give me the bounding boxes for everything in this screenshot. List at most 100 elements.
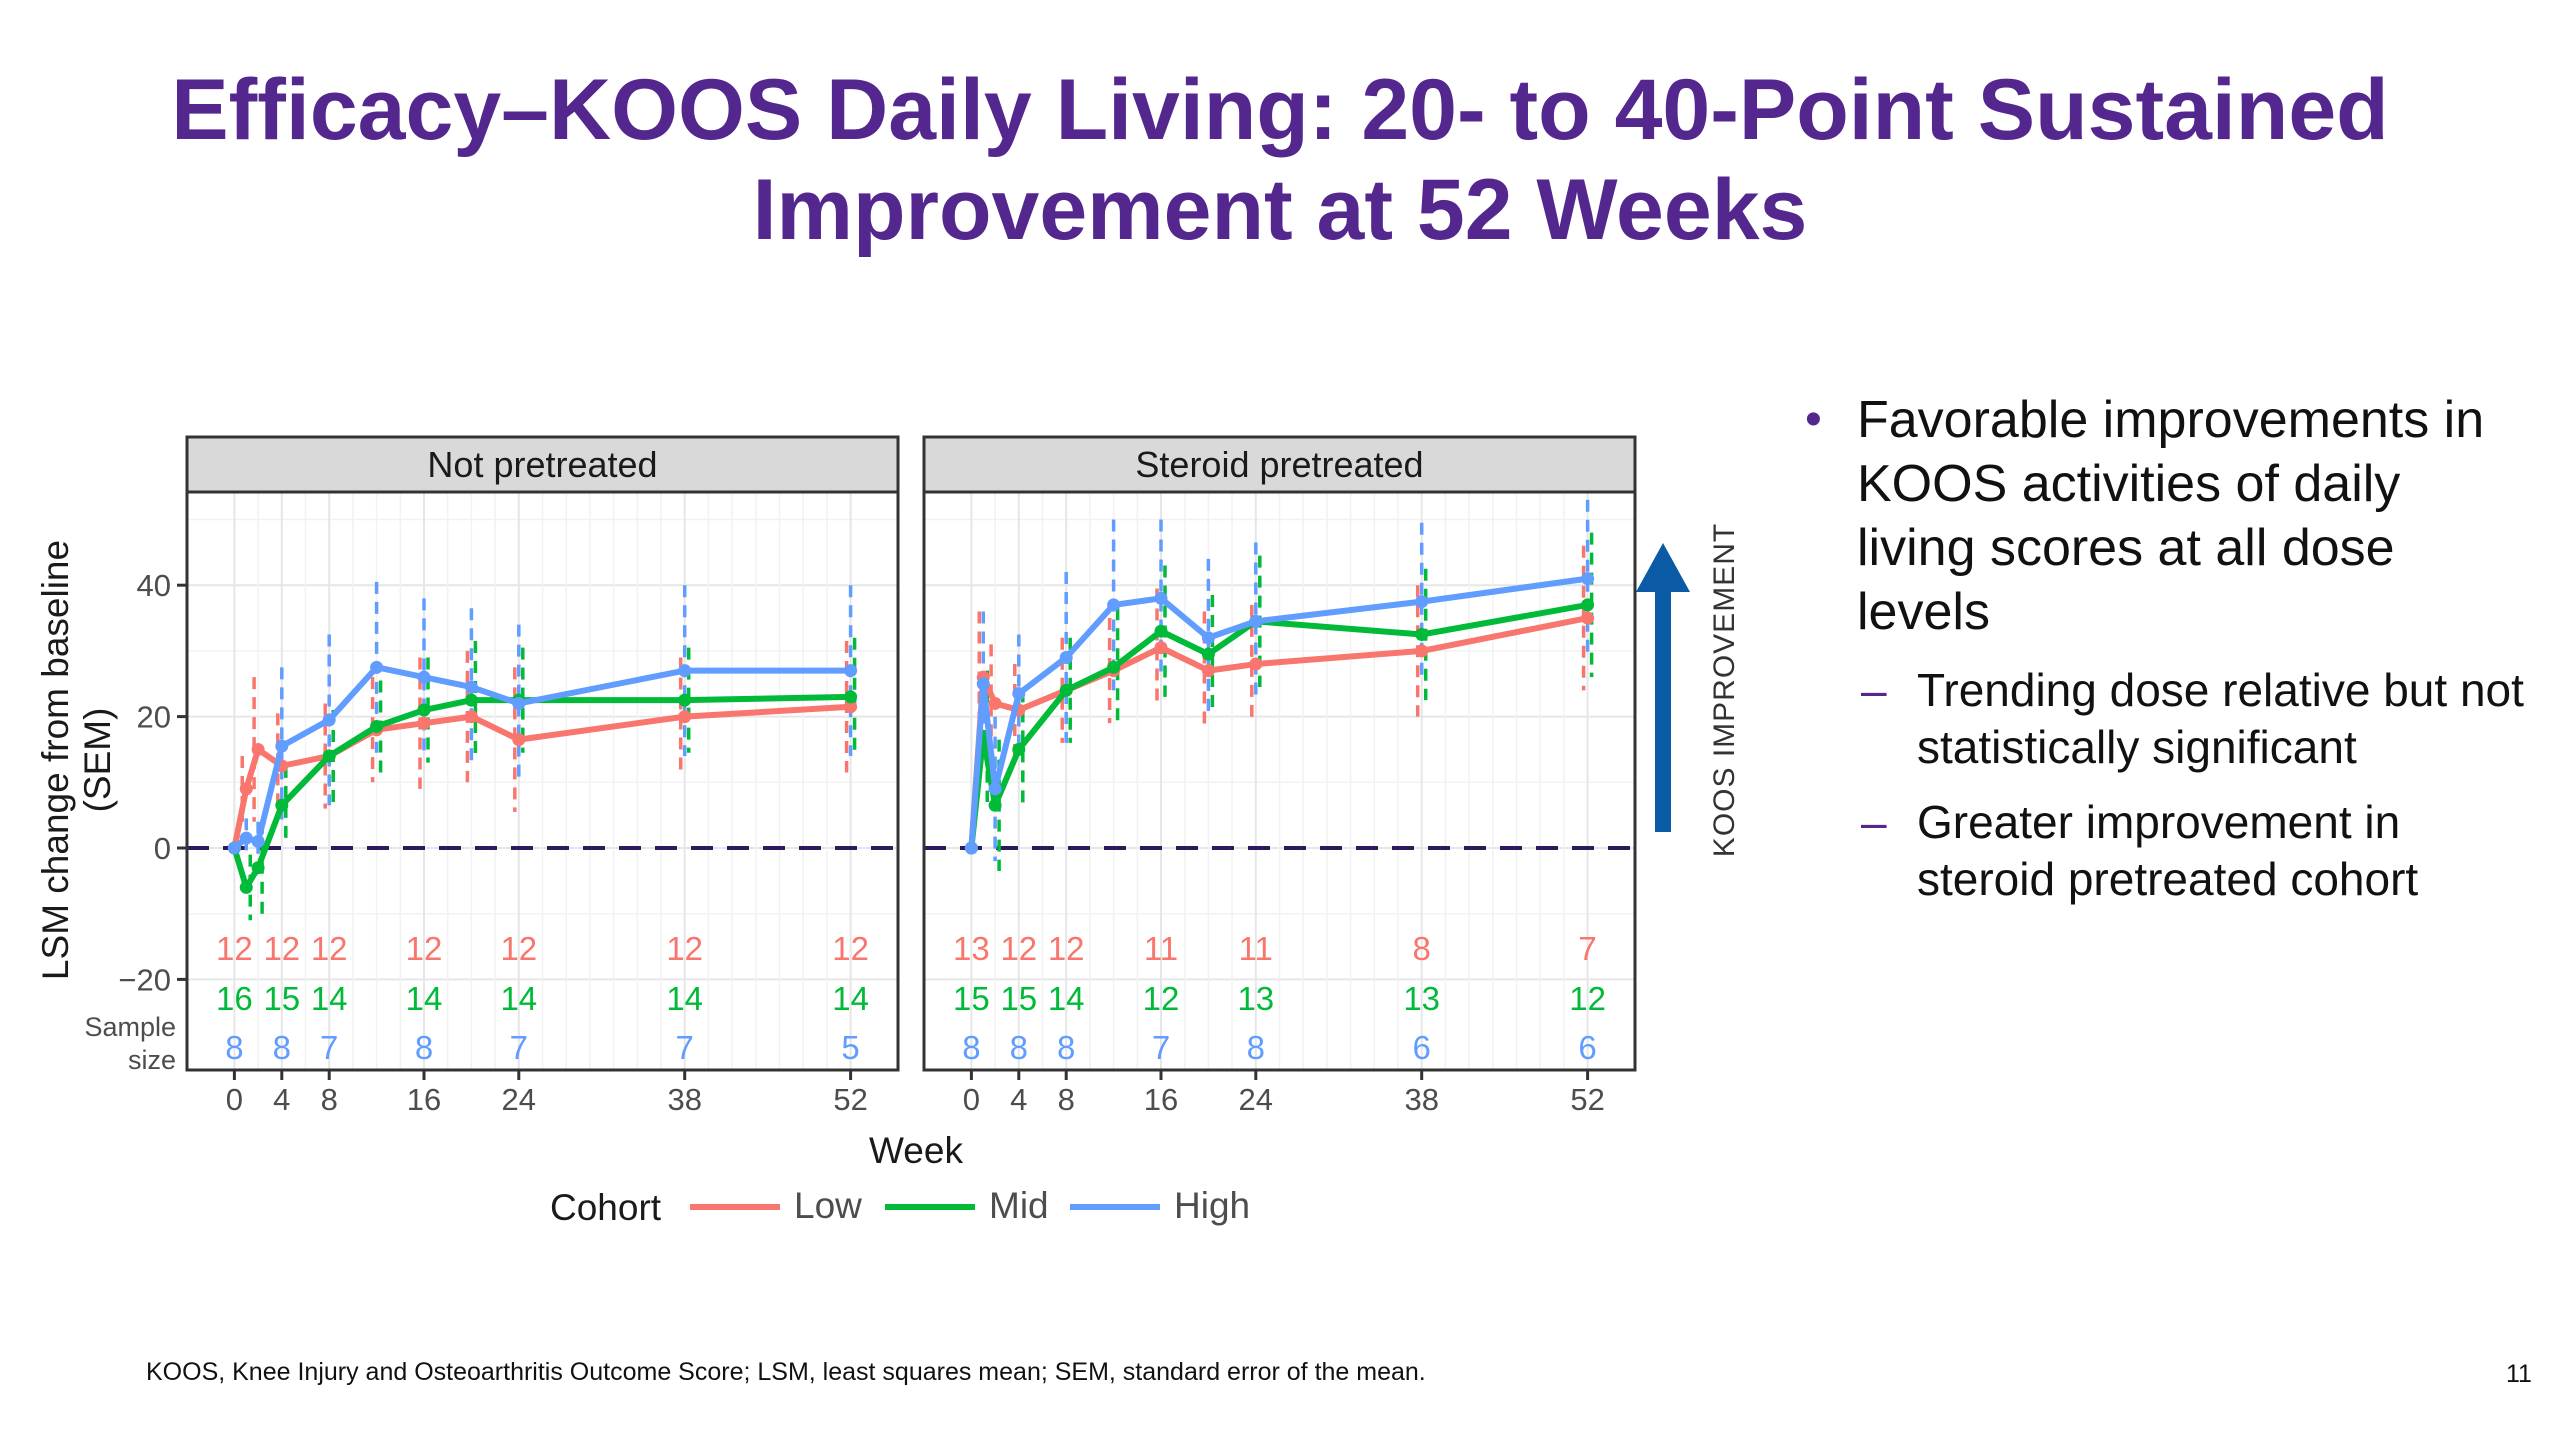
data-point-high: [370, 660, 384, 674]
x-tick-label: 38: [1404, 1082, 1438, 1117]
sample-size-mid: 14: [500, 980, 537, 1017]
sample-size-high: 6: [1578, 1029, 1596, 1066]
sample-size-mid: 15: [953, 980, 990, 1017]
x-tick-label: 8: [321, 1082, 338, 1117]
x-tick-label: 38: [667, 1082, 701, 1117]
sample-size-low: 12: [216, 930, 253, 967]
sample-size-high: 8: [1247, 1029, 1265, 1066]
data-point-low: [1415, 644, 1429, 658]
data-point-high: [512, 696, 526, 710]
data-point-low: [1581, 611, 1595, 625]
data-point-high: [1012, 687, 1026, 701]
x-tick-label: 4: [1010, 1082, 1027, 1117]
sample-size-high: 7: [676, 1029, 694, 1066]
sample-size-high: 8: [962, 1029, 980, 1066]
bullet-list: Favorable improvements in KOOS activitie…: [1805, 388, 2525, 908]
data-point-mid: [464, 693, 478, 707]
sample-size-mid: 14: [832, 980, 869, 1017]
data-point-high: [1107, 598, 1121, 612]
sample-size-high: 7: [320, 1029, 338, 1066]
data-point-high: [417, 670, 431, 684]
sample-size-mid: 14: [1048, 980, 1085, 1017]
x-tick-label: 16: [1144, 1082, 1178, 1117]
sample-size-low: 11: [1239, 930, 1273, 967]
sample-size-low: 7: [1578, 930, 1596, 967]
sample-size-low: 12: [1000, 930, 1037, 967]
x-tick-label: 0: [226, 1082, 243, 1117]
sample-size-low: 12: [311, 930, 348, 967]
x-tick-label: 4: [273, 1082, 290, 1117]
data-point-mid: [370, 719, 384, 733]
sample-size-mid: 14: [666, 980, 703, 1017]
sample-size-low: 12: [832, 930, 869, 967]
y-tick-label: 20: [137, 700, 171, 735]
x-tick-label: 24: [502, 1082, 536, 1117]
data-point-high: [275, 739, 289, 753]
data-point-low: [417, 716, 431, 730]
data-point-mid: [417, 703, 431, 717]
y-tick-label: 0: [154, 831, 171, 866]
data-point-mid: [1201, 647, 1215, 661]
data-point-mid: [275, 798, 289, 812]
page-number: 11: [2506, 1360, 2532, 1388]
x-axis-title: Week: [869, 1130, 963, 1171]
sample-size-mid: 15: [263, 980, 300, 1017]
data-point-high: [322, 713, 336, 727]
improvement-arrow-head: [1636, 543, 1690, 592]
sample-size-low: 12: [500, 930, 537, 967]
data-point-low: [1201, 664, 1215, 678]
legend-label-low: Low: [794, 1185, 862, 1226]
data-point-high: [251, 834, 265, 848]
sample-size-high: 6: [1413, 1029, 1431, 1066]
data-point-low: [1249, 657, 1263, 671]
data-point-mid: [988, 798, 1002, 812]
data-point-low: [678, 710, 692, 724]
data-point-high: [678, 664, 692, 678]
data-point-high: [239, 831, 253, 845]
improvement-arrow-label: KOOS IMPROVEMENT: [1708, 523, 1741, 857]
data-point-high: [988, 782, 1002, 796]
x-tick-label: 0: [963, 1082, 980, 1117]
data-point-mid: [678, 693, 692, 707]
data-point-mid: [1059, 683, 1073, 697]
data-point-low: [464, 710, 478, 724]
title-line-2: Improvement at 52 Weeks: [752, 162, 1808, 258]
data-point-high: [976, 677, 990, 691]
data-point-high: [964, 841, 978, 855]
x-tick-label: 52: [833, 1082, 867, 1117]
data-point-mid: [251, 861, 265, 875]
sample-size-mid: 12: [1569, 980, 1606, 1017]
panel-title: Steroid pretreated: [1135, 444, 1423, 485]
sample-size-mid: 14: [406, 980, 443, 1017]
data-point-high: [227, 841, 241, 855]
sample-size-label: Sample: [84, 1012, 176, 1042]
sample-size-low: 12: [666, 930, 703, 967]
data-point-high: [1581, 572, 1595, 586]
legend-label-high: High: [1174, 1185, 1250, 1226]
data-point-mid: [1415, 627, 1429, 641]
data-point-high: [1249, 614, 1263, 628]
sample-size-low: 11: [1144, 930, 1178, 967]
x-tick-label: 8: [1058, 1082, 1075, 1117]
data-point-high: [1154, 591, 1168, 605]
data-point-low: [988, 696, 1002, 710]
sample-size-mid: 15: [1000, 980, 1037, 1017]
bullet-sub-2: Greater improvement in steroid pretreate…: [1805, 794, 2525, 908]
bullet-main: Favorable improvements in KOOS activitie…: [1805, 388, 2525, 644]
legend-label-mid: Mid: [989, 1185, 1049, 1226]
y-tick-label: 40: [137, 568, 171, 603]
data-point-mid: [1012, 742, 1026, 756]
data-point-low: [844, 700, 858, 714]
panel-title: Not pretreated: [427, 444, 657, 485]
sample-size-high: 8: [1010, 1029, 1028, 1066]
sample-size-mid: 13: [1403, 980, 1440, 1017]
data-point-mid: [322, 749, 336, 763]
data-point-high: [1415, 595, 1429, 609]
sample-size-high: 7: [510, 1029, 528, 1066]
x-tick-label: 52: [1570, 1082, 1604, 1117]
bullet-sub-1: Trending dose relative but not statistic…: [1805, 662, 2525, 776]
x-tick-label: 16: [407, 1082, 441, 1117]
sample-size-high: 5: [841, 1029, 859, 1066]
data-point-low: [251, 742, 265, 756]
